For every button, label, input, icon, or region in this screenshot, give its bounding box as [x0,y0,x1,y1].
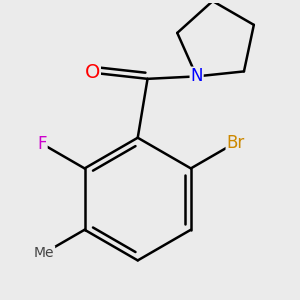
Text: F: F [38,135,47,153]
Text: Me: Me [34,246,55,260]
Text: O: O [85,63,100,82]
Text: Br: Br [226,134,244,152]
Text: N: N [190,68,203,85]
